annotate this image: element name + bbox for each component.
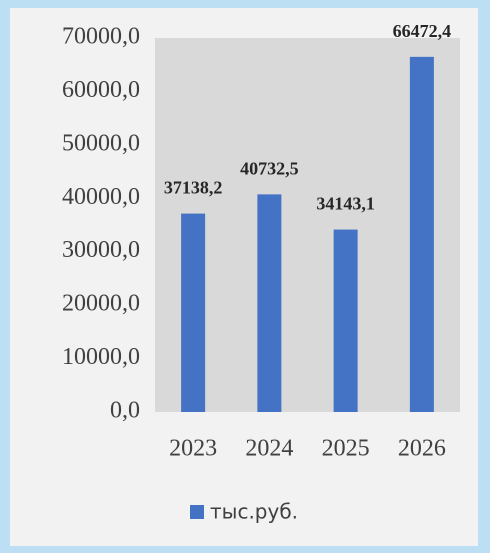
value-label: 37138,2 [164,178,223,198]
y-tick-label: 30000,0 [62,237,140,263]
value-label: 66472,4 [393,21,452,41]
bar [409,56,434,412]
bar [257,194,282,412]
bar [333,229,358,412]
x-tick-label: 2026 [398,436,446,462]
y-tick-label: 10000,0 [62,344,140,370]
legend-swatch [190,505,204,519]
x-tick-label: 2025 [322,436,370,462]
plot-area [155,38,460,412]
y-tick-label: 50000,0 [62,130,140,156]
y-tick-label: 60000,0 [62,77,140,103]
y-tick-label: 40000,0 [62,184,140,210]
x-tick-label: 2024 [245,436,293,462]
bar [181,213,206,412]
value-label: 40732,5 [240,158,299,178]
y-tick-label: 0,0 [110,398,140,424]
y-tick-label: 20000,0 [62,291,140,317]
x-tick-label: 2023 [169,436,217,462]
legend-label: тыс.руб. [210,500,298,524]
y-tick-label: 70000,0 [62,24,140,50]
value-label: 34143,1 [316,194,375,214]
